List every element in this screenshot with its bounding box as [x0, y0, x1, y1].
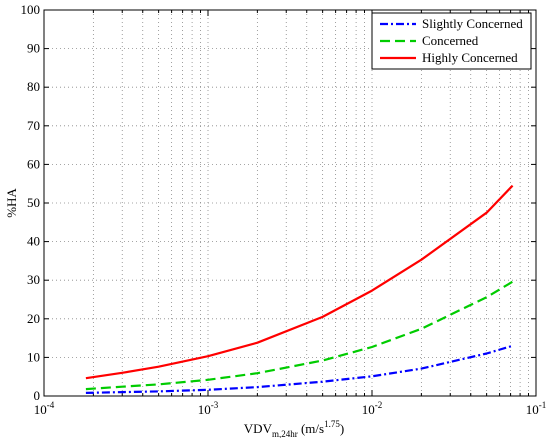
- y-tick-label: 10: [27, 349, 40, 364]
- legend-label: Slightly Concerned: [422, 16, 523, 31]
- y-tick-label: 80: [27, 79, 40, 94]
- legend-label: Highly Concerned: [422, 50, 518, 65]
- y-tick-label: 20: [27, 311, 40, 326]
- x-tick-label: 10-1: [526, 400, 547, 417]
- y-tick-label: 40: [27, 234, 40, 249]
- x-axis-label-unit: (m/s: [298, 421, 324, 436]
- x-axis-label: VDVm,24hr (m/s1.75): [244, 419, 344, 438]
- x-axis-label-subscript: m,24hr: [272, 429, 298, 438]
- x-tick-label-exponent: -3: [211, 400, 219, 410]
- y-tick-label: 90: [27, 41, 40, 56]
- legend: Slightly Concerned Concerned Highly Concer…: [371, 12, 532, 70]
- x-tick-label-base: 10: [362, 402, 375, 417]
- y-tick-label: 100: [21, 2, 41, 17]
- x-tick-label-exponent: -1: [539, 400, 547, 410]
- y-axis-label: %HA: [4, 188, 19, 218]
- x-axis-label-superscript: 1.75: [324, 419, 340, 429]
- series-line-concerned: [85, 280, 514, 391]
- x-tick-label-base: 10: [526, 402, 539, 417]
- x-tick-label: 10-2: [362, 400, 383, 417]
- y-tick-label: 30: [27, 272, 40, 287]
- x-tick-label-base: 10: [34, 402, 47, 417]
- x-tick-label-exponent: -2: [375, 400, 383, 410]
- x-axis-label-unit-end: ): [340, 421, 344, 436]
- y-tick-label: 60: [27, 156, 40, 171]
- y-tick-label: 50: [27, 195, 40, 210]
- x-tick-label: 10-4: [34, 400, 55, 417]
- x-axis-label-base: VDV: [244, 421, 273, 436]
- x-tick-label-exponent: -4: [47, 400, 55, 410]
- y-tick-label: 0: [34, 388, 41, 403]
- legend-label: Concerned: [422, 33, 479, 48]
- x-tick-label: 10-3: [198, 400, 219, 417]
- grid: [44, 10, 536, 396]
- series-line-highly-concerned: [85, 184, 514, 380]
- series-lines: [85, 184, 514, 394]
- x-tick-label-base: 10: [198, 402, 211, 417]
- y-tick-label: 70: [27, 118, 40, 133]
- series-line-slightly-concerned: [85, 344, 513, 394]
